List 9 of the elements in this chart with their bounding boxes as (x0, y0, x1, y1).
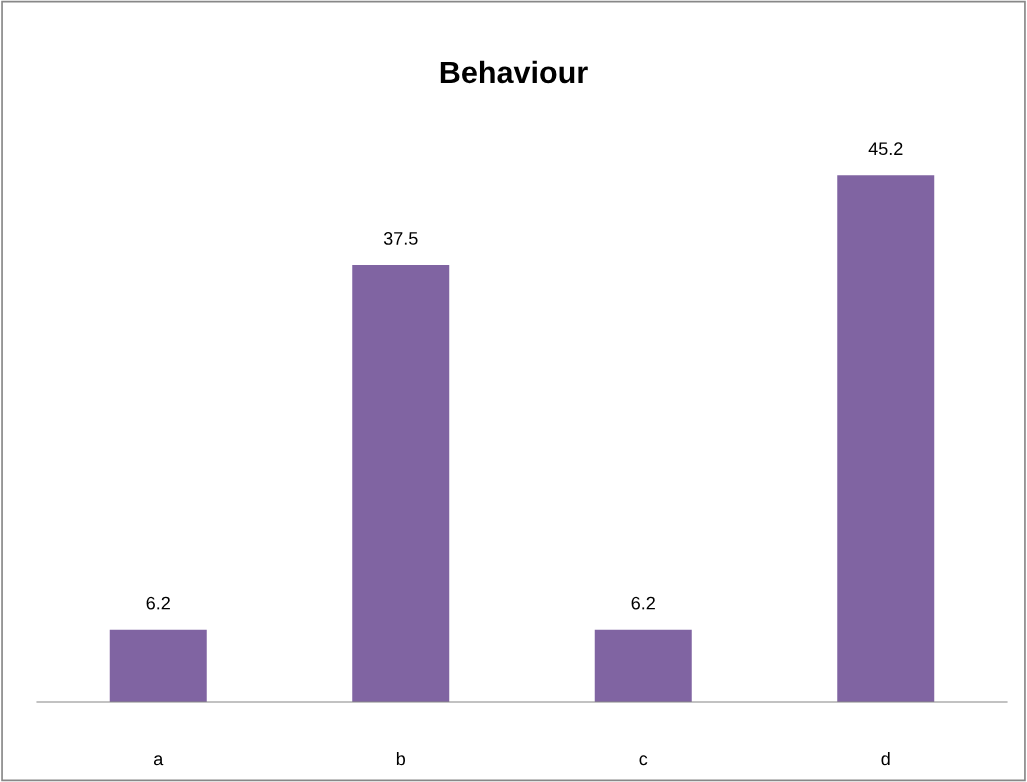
x-tick-label: d (881, 752, 890, 766)
data-label: 45.2 (868, 142, 903, 156)
data-label: 6.2 (146, 596, 170, 610)
chart-title: Behaviour (440, 60, 588, 84)
x-tick-label: c (639, 755, 648, 766)
data-label: 37.5 (383, 232, 418, 245)
data-label: 6.2 (631, 596, 655, 610)
x-tick-label: b (396, 752, 406, 766)
x-tick-label: a (154, 755, 164, 766)
